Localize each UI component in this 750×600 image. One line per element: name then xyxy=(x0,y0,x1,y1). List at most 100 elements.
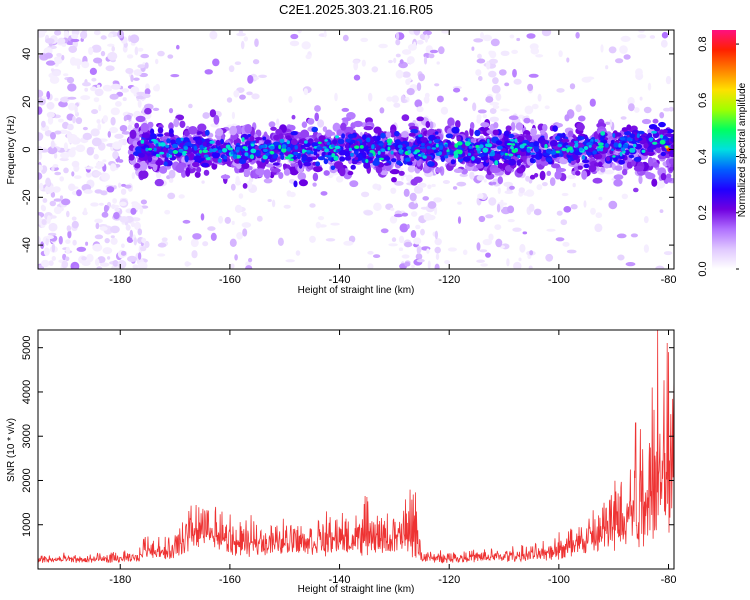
spectrogram-cell xyxy=(122,138,127,146)
spectrogram-cell xyxy=(619,45,628,54)
spectrogram-cell xyxy=(38,106,43,115)
spectrogram-cell xyxy=(400,131,409,138)
spectrogram-cell xyxy=(393,57,397,64)
spectrogram-cell xyxy=(451,126,460,134)
spectrogram-cell xyxy=(513,78,522,85)
spectrogram-cell xyxy=(427,161,433,166)
spectrogram-cell xyxy=(348,235,356,243)
spectrogram-cell xyxy=(202,112,210,119)
spectrogram-cell xyxy=(76,189,82,197)
spectrogram-cell xyxy=(637,34,647,39)
spectrogram-cell xyxy=(333,155,339,161)
spectrogram-cell xyxy=(510,122,516,132)
spectrogram-cell xyxy=(45,235,55,240)
spectrogram-cell xyxy=(645,172,656,180)
spectrogram-cell xyxy=(498,69,507,76)
spectrogram-cell xyxy=(405,157,411,162)
spectrogram-cell xyxy=(287,154,294,158)
spectrogram-cell xyxy=(48,260,54,266)
spectrogram-cell xyxy=(124,184,132,189)
spectrogram-cell xyxy=(168,133,175,137)
spectrogram-cell xyxy=(395,32,400,40)
spectrogram-cell xyxy=(454,143,459,148)
spectrogram-cell xyxy=(598,196,603,201)
spectrogram-cell xyxy=(212,58,220,67)
spectrogram-cell xyxy=(613,179,623,187)
spectrogram-cell xyxy=(588,164,597,173)
spectrogram-cell xyxy=(416,116,425,122)
spectrogram-cell xyxy=(457,149,463,155)
spectrogram-cell xyxy=(167,54,174,59)
spectrogram-cell xyxy=(347,133,355,139)
spectrogram-cell xyxy=(405,78,411,86)
spectrogram-cell xyxy=(613,157,618,162)
y-tick-label: 4000 xyxy=(21,380,33,404)
spectrogram-cell xyxy=(495,140,503,146)
spectrogram-cell xyxy=(47,146,58,155)
colorbar-tick-label: 0.4 xyxy=(697,149,709,164)
spectrogram-cell xyxy=(530,119,534,124)
spectrogram-cell xyxy=(89,67,97,75)
spectrogram-cell xyxy=(71,160,80,168)
y-tick-label: 3000 xyxy=(21,424,33,448)
spectrogram-cell xyxy=(278,144,282,150)
spectrogram-cell xyxy=(388,243,398,247)
spectrogram-cell xyxy=(156,133,164,137)
spectrogram-cell xyxy=(393,102,401,108)
spectrogram-cell xyxy=(491,84,501,94)
spectrogram-cell xyxy=(335,135,339,139)
spectrogram-cell xyxy=(516,159,521,166)
spectrogram-cell xyxy=(225,144,231,149)
spectrogram-cell xyxy=(110,237,118,245)
spectrogram-cell xyxy=(48,232,57,236)
spectrogram-cell xyxy=(489,58,498,65)
spectrogram-cell xyxy=(63,167,69,174)
spectrogram-cell xyxy=(428,53,435,59)
spectrogram-cell xyxy=(48,222,58,232)
spectrogram-cell xyxy=(416,40,424,45)
spectrogram-cell xyxy=(660,39,668,48)
spectrogram-cell xyxy=(136,91,145,96)
spectrogram-cell xyxy=(93,97,100,103)
spectrogram-cell xyxy=(626,137,632,142)
spectrogram-cell xyxy=(65,239,71,245)
spectrogram-cell xyxy=(465,141,471,147)
spectrogram-cell xyxy=(624,149,630,156)
spectrogram-cell xyxy=(519,243,526,253)
spectrogram-cell xyxy=(665,145,669,149)
spectrogram-cell xyxy=(127,255,137,262)
spectrogram-cell xyxy=(373,126,382,134)
spectrogram-cell xyxy=(271,199,276,208)
spectrogram-cell xyxy=(613,142,619,148)
spectrogram-cell xyxy=(339,156,346,162)
spectrogram-cell xyxy=(566,249,577,254)
spectrogram-cell xyxy=(324,148,329,153)
spectrogram-cell xyxy=(395,69,404,79)
spectrogram-cell xyxy=(301,121,308,128)
spectrogram-cell xyxy=(493,153,502,161)
spectrogram-cell xyxy=(416,82,422,91)
spectrogram-cell xyxy=(238,159,247,165)
spectrogram-cell xyxy=(340,122,347,131)
spectrogram-cell xyxy=(229,125,238,136)
spectrogram-cell xyxy=(525,189,535,197)
spectrogram-cell xyxy=(94,218,103,224)
spectrogram-cell xyxy=(138,170,149,179)
spectrogram-cell xyxy=(103,204,109,213)
spectrogram-cell xyxy=(314,112,320,122)
spectrogram-cell xyxy=(505,125,512,132)
spectrogram-cell xyxy=(367,250,374,255)
spectrogram-cell xyxy=(373,254,381,258)
spectrogram-cell xyxy=(416,246,421,255)
spectrogram-cell xyxy=(301,41,311,50)
spectrogram-cell xyxy=(318,135,326,143)
spectrogram-cell xyxy=(407,165,416,173)
spectrogram-cell xyxy=(250,143,255,147)
spectrogram-cell xyxy=(81,260,91,266)
spectrogram-cell xyxy=(359,147,365,154)
spectrogram-cell xyxy=(398,247,404,251)
spectrogram-cell xyxy=(72,239,77,246)
spectrogram-cell xyxy=(62,73,69,77)
spectrogram-cell xyxy=(73,264,78,269)
spectrogram-cell xyxy=(650,144,657,150)
